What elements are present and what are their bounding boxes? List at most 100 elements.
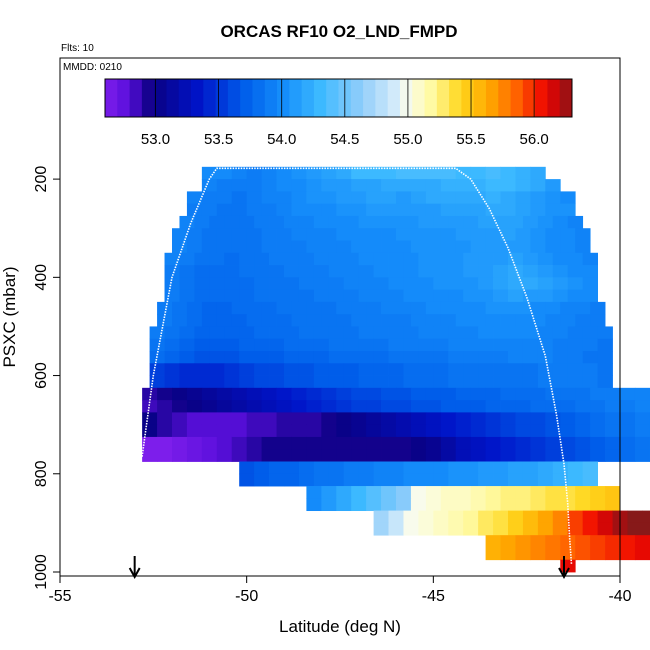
- heatmap-cell: [508, 277, 524, 291]
- colorbar-swatch: [277, 79, 290, 117]
- heatmap-cell: [567, 363, 584, 376]
- heatmap-cell: [560, 301, 576, 315]
- heatmap-cell: [500, 228, 516, 241]
- heatmap-cell: [425, 203, 442, 217]
- heatmap-cell: [366, 436, 382, 450]
- heatmap-cell: [433, 326, 449, 340]
- heatmap-cell: [515, 301, 531, 315]
- heatmap-cell: [276, 301, 292, 315]
- heatmap-cell: [493, 473, 509, 487]
- heatmap-cell: [216, 424, 233, 438]
- heatmap-cell: [209, 289, 225, 303]
- heatmap-cell: [552, 510, 569, 524]
- heatmap-cell: [620, 449, 636, 462]
- x-tick-label: -55: [48, 588, 71, 605]
- heatmap-cell: [425, 314, 442, 327]
- heatmap-cell: [351, 400, 367, 413]
- heatmap-cell: [433, 473, 449, 487]
- heatmap-cell: [455, 486, 472, 499]
- heatmap-cell: [605, 449, 621, 462]
- heatmap-cell: [164, 375, 180, 389]
- heatmap-cell: [545, 424, 561, 438]
- heatmap-cell: [552, 338, 569, 352]
- heatmap-cell: [515, 314, 531, 327]
- heatmap-cell: [396, 240, 412, 254]
- heatmap-cell: [366, 191, 382, 205]
- heatmap-cell: [440, 486, 457, 499]
- heatmap-cell: [440, 314, 457, 327]
- heatmap-cell: [246, 203, 262, 217]
- heatmap-cell: [530, 314, 546, 327]
- heatmap-cell: [351, 228, 367, 241]
- heatmap-cell: [530, 535, 546, 561]
- heatmap-cell: [634, 387, 650, 401]
- plot-frame: [59, 57, 621, 577]
- y-axis: 200 400 600 800 1000: [33, 166, 60, 590]
- heatmap-cell: [209, 351, 225, 364]
- heatmap-cell: [425, 449, 442, 462]
- colorbar-swatch: [289, 79, 303, 117]
- heatmap-cell: [418, 363, 434, 376]
- heatmap-cell: [373, 265, 389, 278]
- heatmap-cell: [448, 351, 464, 364]
- heatmap-cell: [425, 191, 442, 205]
- heatmap-cell: [246, 191, 262, 205]
- heatmap-cell: [373, 510, 389, 524]
- heatmap-cell: [179, 326, 195, 340]
- heatmap-cell: [448, 326, 464, 340]
- heatmap-cell: [351, 436, 367, 450]
- heatmap-cell: [209, 326, 225, 340]
- heatmap-cell: [306, 387, 322, 401]
- heatmap-cell: [313, 265, 330, 278]
- heatmap-cell: [463, 289, 479, 303]
- heatmap-cell: [306, 240, 322, 254]
- heatmap-cell: [343, 473, 360, 487]
- heatmap-cell: [590, 486, 606, 499]
- heatmap-cell: [410, 191, 427, 205]
- heatmap-cell: [560, 486, 576, 499]
- heatmap-cell: [433, 351, 449, 364]
- heatmap-cell: [351, 387, 367, 401]
- heatmap-cell: [343, 338, 360, 352]
- heatmap-cell: [269, 215, 285, 229]
- heatmap-cell: [291, 191, 307, 205]
- heatmap-cell: [590, 387, 606, 401]
- heatmap-cell: [410, 449, 427, 462]
- heatmap-cell: [313, 289, 330, 303]
- heatmap-cell: [328, 277, 345, 291]
- heatmap-cell: [321, 387, 337, 401]
- heatmap-cell: [418, 215, 434, 229]
- heatmap-cell: [597, 510, 613, 524]
- heatmap-cell: [381, 240, 397, 254]
- heatmap-cell: [478, 522, 494, 536]
- heatmap-cell: [254, 375, 270, 389]
- heatmap-cell: [239, 215, 255, 229]
- heatmap-cell: [552, 351, 569, 364]
- heatmap-cell: [433, 461, 449, 475]
- heatmap-cell: [537, 522, 554, 536]
- heatmap-cell: [575, 240, 591, 254]
- heatmap-cell: [276, 412, 292, 426]
- heatmap-cell: [381, 412, 397, 426]
- heatmap-cell: [216, 179, 233, 192]
- heatmap-cell: [463, 461, 479, 475]
- heatmap-cell: [530, 228, 546, 241]
- heatmap-cell: [508, 510, 524, 524]
- x-tick-label: -40: [608, 588, 631, 605]
- heatmap-cell: [500, 191, 516, 205]
- heatmap-cell: [216, 400, 233, 413]
- heatmap-cell: [448, 375, 464, 389]
- heatmap-cell: [313, 351, 330, 364]
- heatmap-cell: [418, 252, 434, 266]
- heatmap-cell: [478, 215, 494, 229]
- heatmap-cell: [493, 326, 509, 340]
- heatmap-cell: [142, 436, 158, 450]
- heatmap-cell: [261, 449, 277, 462]
- heatmap-cell: [500, 486, 516, 499]
- heatmap-cell: [381, 400, 397, 413]
- heatmap-cell: [209, 215, 225, 229]
- heatmap-cell: [186, 301, 203, 315]
- heatmap-cell: [284, 252, 300, 266]
- heatmap-cell: [179, 351, 195, 364]
- heatmap-cell: [381, 436, 397, 450]
